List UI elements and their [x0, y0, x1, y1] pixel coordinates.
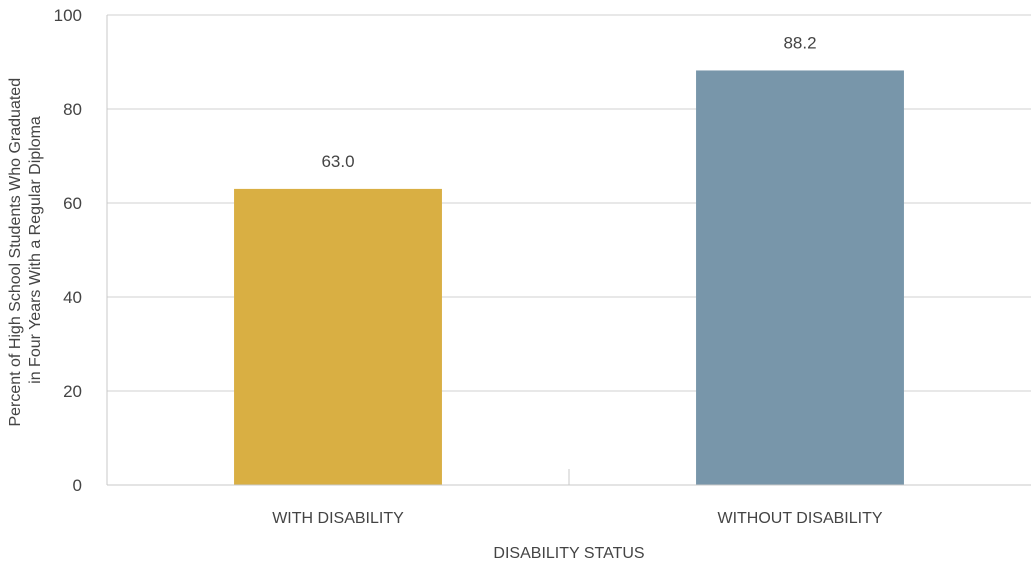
y-tick-label: 20 — [63, 382, 82, 401]
y-axis-title-line-1: Percent of High School Students Who Grad… — [7, 78, 24, 427]
y-tick-label: 60 — [63, 194, 82, 213]
value-label: 63.0 — [321, 152, 354, 171]
y-tick-label: 0 — [73, 476, 82, 495]
x-tick-label: WITH DISABILITY — [272, 510, 404, 527]
y-tick-label: 40 — [63, 288, 82, 307]
x-tick-label: WITHOUT DISABILITY — [717, 510, 882, 527]
y-axis-title-line-2: in Four Years With a Regular Diploma — [27, 116, 44, 384]
y-tick-label: 80 — [63, 100, 82, 119]
x-axis-title: DISABILITY STATUS — [493, 545, 644, 562]
value-label: 88.2 — [783, 33, 816, 52]
y-tick-labels: 0 20 40 60 80 100 — [54, 6, 82, 495]
x-tick-labels: WITH DISABILITY WITHOUT DISABILITY — [272, 510, 883, 527]
value-labels: 63.0 88.2 — [321, 33, 816, 170]
axes — [106, 15, 1031, 486]
bar-with-disability — [234, 188, 442, 485]
bar-without-disability — [696, 70, 904, 486]
y-tick-label: 100 — [54, 6, 82, 25]
bars — [234, 70, 904, 486]
y-axis-title: Percent of High School Students Who Grad… — [7, 73, 44, 426]
